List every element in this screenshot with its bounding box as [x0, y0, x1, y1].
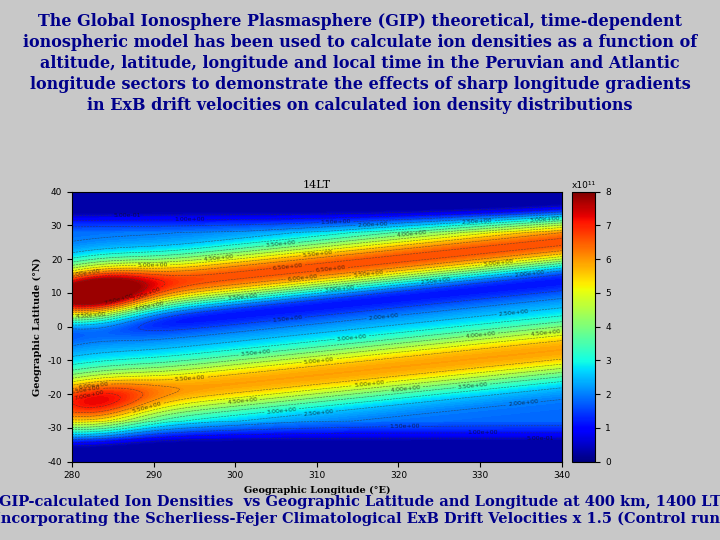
Text: 6.00e+00: 6.00e+00 [70, 269, 101, 278]
Text: 3.00e+00: 3.00e+00 [529, 216, 560, 223]
Text: 5.00e+00: 5.00e+00 [484, 259, 515, 267]
Text: 1.00e+00: 1.00e+00 [468, 430, 498, 435]
Text: 3.50e+00: 3.50e+00 [240, 349, 271, 357]
Text: 5.00e-01: 5.00e-01 [527, 436, 554, 441]
Text: 4.00e+00: 4.00e+00 [465, 331, 496, 339]
Text: 3.00e+00: 3.00e+00 [266, 407, 297, 415]
Text: 4.50e+00: 4.50e+00 [203, 254, 234, 262]
Text: The Global Ionosphere Plasmasphere (GIP) theoretical, time-dependent
ionospheric: The Global Ionosphere Plasmasphere (GIP)… [23, 14, 697, 114]
Text: x10¹¹: x10¹¹ [571, 180, 595, 190]
Text: 7.00e+00: 7.00e+00 [73, 389, 104, 401]
Text: 6.00e+00: 6.00e+00 [287, 273, 318, 281]
Text: 5.50e+00: 5.50e+00 [354, 270, 384, 278]
Title: 14LT: 14LT [302, 179, 331, 190]
Text: 5.00e+00: 5.00e+00 [303, 356, 334, 365]
Text: 6.50e+00: 6.50e+00 [273, 262, 303, 271]
Text: 3.50e+00: 3.50e+00 [227, 292, 258, 301]
Text: 7.50e+00: 7.50e+00 [103, 293, 134, 306]
Text: 5.00e+00: 5.00e+00 [138, 262, 168, 268]
Text: 4.50e+00: 4.50e+00 [227, 397, 258, 406]
Text: 1.50e+00: 1.50e+00 [320, 219, 351, 225]
Text: 1.00e+00: 1.00e+00 [174, 217, 205, 222]
Text: 4.00e+00: 4.00e+00 [134, 301, 165, 313]
Text: 6.00e+00: 6.00e+00 [78, 381, 109, 390]
Text: 2.00e+00: 2.00e+00 [357, 221, 388, 228]
Y-axis label: Geographic Latitude (°N): Geographic Latitude (°N) [33, 258, 42, 396]
Text: 4.50e+00: 4.50e+00 [75, 312, 106, 319]
Text: 1.50e+00: 1.50e+00 [390, 424, 420, 429]
Text: 3.00e+00: 3.00e+00 [324, 285, 355, 293]
Text: 2.50e+00: 2.50e+00 [498, 309, 529, 317]
Text: 3.50e+00: 3.50e+00 [457, 382, 488, 390]
Text: 6.50e+00: 6.50e+00 [315, 265, 346, 273]
Text: 5.00e-01: 5.00e-01 [114, 213, 141, 218]
Text: 7.00e+00: 7.00e+00 [130, 286, 161, 301]
Text: 3.00e+00: 3.00e+00 [336, 334, 367, 342]
X-axis label: Geographic Longitude (°E): Geographic Longitude (°E) [243, 486, 390, 495]
Text: 6.50e+00: 6.50e+00 [70, 386, 101, 395]
Text: 3.50e+00: 3.50e+00 [265, 240, 296, 248]
Text: GIP-calculated Ion Densities  vs Geographic Latitude and Longitude at 400 km, 14: GIP-calculated Ion Densities vs Geograph… [0, 495, 720, 526]
Text: 2.50e+00: 2.50e+00 [420, 277, 451, 285]
Text: 2.00e+00: 2.00e+00 [508, 399, 539, 408]
Text: 4.00e+00: 4.00e+00 [397, 230, 428, 238]
Text: 1.50e+00: 1.50e+00 [272, 315, 303, 323]
Text: 5.50e+00: 5.50e+00 [132, 401, 163, 414]
Text: 2.50e+00: 2.50e+00 [462, 218, 492, 225]
Text: 2.00e+00: 2.00e+00 [368, 313, 399, 321]
Text: 2.00e+00: 2.00e+00 [514, 270, 545, 278]
Text: 5.50e+00: 5.50e+00 [302, 250, 333, 258]
Text: 4.00e+00: 4.00e+00 [390, 384, 421, 393]
Text: 5.00e+00: 5.00e+00 [354, 380, 384, 388]
Text: 2.50e+00: 2.50e+00 [303, 409, 334, 417]
Text: 5.50e+00: 5.50e+00 [174, 375, 205, 382]
Text: 4.50e+00: 4.50e+00 [530, 328, 561, 336]
